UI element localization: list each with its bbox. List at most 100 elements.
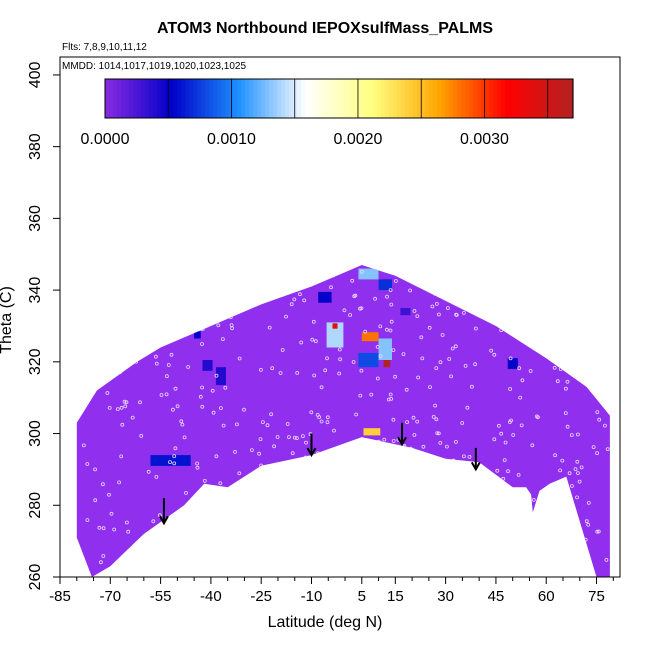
colorbar-frame: [104, 78, 574, 119]
sample-marker: [375, 376, 380, 381]
sample-marker: [214, 373, 219, 378]
colorbar-cell: [537, 79, 542, 118]
sample-marker: [71, 533, 74, 536]
sample-marker: [570, 484, 574, 488]
arrow-head: [159, 515, 169, 526]
colorbar-cell: [457, 79, 462, 118]
sample-marker: [496, 423, 501, 428]
sample-marker: [142, 541, 147, 546]
colorbar-cell: [129, 79, 134, 118]
sample-marker: [239, 303, 243, 308]
sample-marker: [393, 560, 398, 564]
sample-marker: [438, 440, 443, 445]
sample-marker: [154, 290, 159, 295]
sample-marker: [292, 435, 297, 440]
colorbar-cell: [237, 79, 242, 118]
sample-marker: [350, 278, 355, 283]
sample-marker: [219, 487, 223, 492]
sample-marker: [384, 453, 389, 458]
colorbar-cell: [345, 79, 350, 118]
sample-marker: [146, 469, 151, 474]
sample-marker: [560, 458, 565, 463]
sample-marker: [139, 433, 144, 438]
sample-marker: [584, 519, 589, 524]
x-tick-label: 5: [358, 588, 366, 605]
hotspot-cell: [358, 352, 379, 368]
sample-marker: [385, 294, 389, 299]
sample-marker: [275, 435, 280, 439]
sample-marker: [571, 270, 576, 275]
sample-marker: [577, 479, 582, 484]
sample-marker: [180, 422, 185, 427]
sample-marker: [502, 508, 507, 513]
sample-marker: [284, 314, 288, 319]
sample-marker: [292, 500, 296, 505]
sample-marker: [439, 491, 444, 496]
sample-marker: [582, 344, 587, 349]
sample-marker: [349, 443, 354, 447]
y-tick-label: 280: [27, 492, 44, 519]
sample-marker: [73, 387, 76, 390]
sample-marker: [64, 469, 67, 472]
sample-marker: [528, 562, 533, 567]
sample-marker: [123, 404, 128, 409]
sample-marker: [485, 476, 490, 481]
colorbar-cell: [341, 79, 346, 118]
sample-marker: [503, 261, 506, 264]
sample-marker: [391, 417, 396, 422]
sample-marker: [502, 458, 507, 463]
hotspot-cell: [358, 268, 379, 280]
sample-marker: [82, 265, 87, 267]
sample-marker: [575, 459, 580, 464]
sample-marker: [531, 535, 535, 540]
sample-marker: [557, 261, 560, 264]
sample-marker: [311, 319, 316, 324]
colorbar-cell: [313, 79, 318, 118]
sample-marker: [569, 307, 574, 312]
sample-marker: [389, 302, 394, 307]
sample-marker: [319, 385, 324, 390]
sample-marker: [381, 461, 386, 466]
sample-marker: [384, 327, 389, 332]
colorbar-cell: [149, 79, 154, 118]
y-tick-label: 320: [27, 348, 44, 375]
colorbar-cell: [561, 79, 566, 118]
sample-marker: [574, 326, 578, 331]
sample-marker: [359, 368, 364, 373]
sample-marker: [265, 423, 270, 428]
sample-marker: [202, 478, 207, 483]
x-tick-label: 45: [488, 588, 505, 605]
colorbar-cell: [357, 79, 362, 118]
sample-marker: [111, 294, 116, 299]
sample-marker: [290, 451, 295, 456]
arrow-marker: [470, 447, 481, 472]
sample-marker: [117, 480, 121, 485]
sample-marker: [64, 473, 67, 476]
colorbar-cell: [373, 79, 378, 118]
sample-marker: [595, 451, 599, 456]
sample-marker: [519, 423, 524, 428]
sample-marker: [292, 297, 297, 302]
sample-marker: [97, 340, 101, 345]
sample-marker: [586, 500, 591, 505]
sample-marker: [429, 477, 434, 482]
sample-marker: [213, 487, 218, 492]
sample-marker: [218, 406, 223, 411]
sample-marker: [391, 348, 396, 353]
sample-marker: [601, 346, 605, 351]
sample-marker: [563, 411, 568, 416]
sample-marker: [79, 328, 84, 332]
sample-marker: [172, 461, 177, 466]
sample-marker: [378, 354, 383, 359]
sample-marker: [199, 526, 203, 531]
sample-marker: [616, 416, 619, 419]
sample-marker: [199, 326, 204, 331]
colorbar-cell: [565, 79, 570, 118]
colorbar-cell: [557, 79, 562, 118]
colorbar-cell: [161, 79, 166, 118]
sample-marker: [107, 405, 112, 410]
sample-marker: [388, 539, 392, 544]
sample-marker: [427, 543, 432, 548]
sample-marker: [125, 520, 129, 525]
sample-marker: [478, 481, 483, 486]
